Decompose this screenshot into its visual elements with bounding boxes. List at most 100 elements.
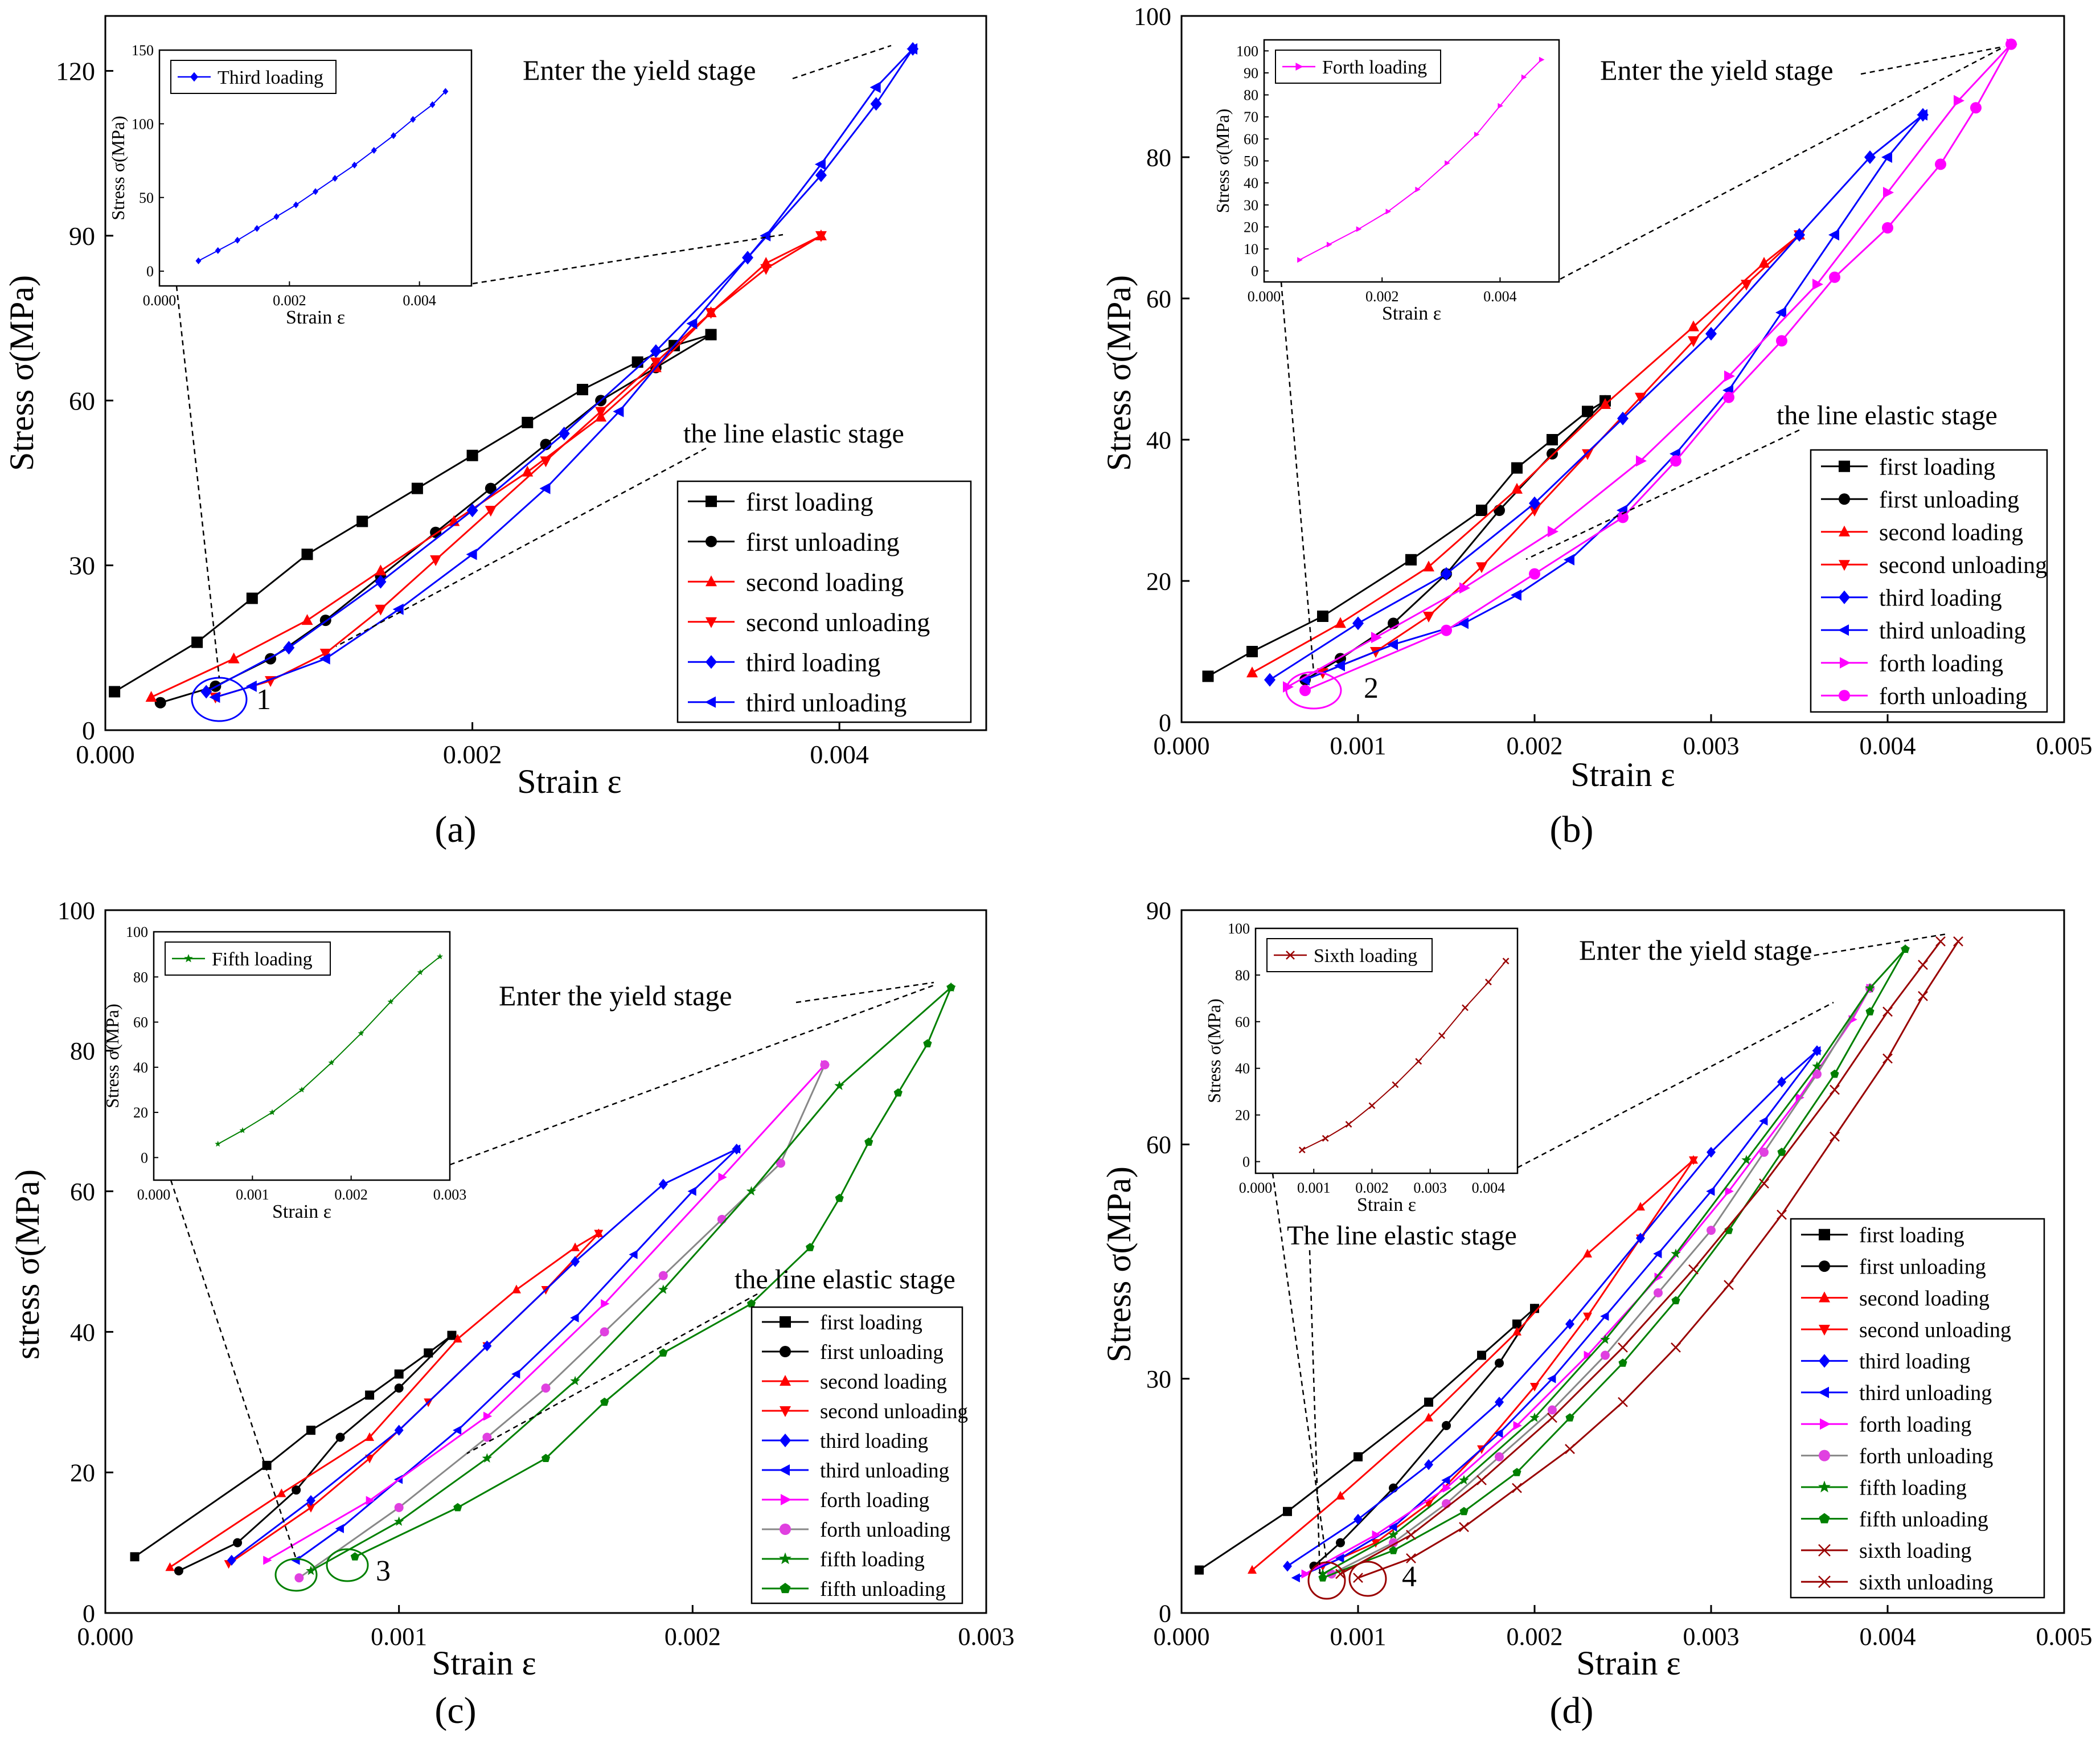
y-tick-label: 40 <box>1146 426 1171 454</box>
data-point <box>1759 1178 1769 1189</box>
legend-label: sixth unloading <box>1859 1571 1993 1595</box>
data-point <box>394 1502 404 1512</box>
data-point <box>1352 616 1364 631</box>
data-point <box>1759 1116 1768 1126</box>
data-point <box>1599 398 1611 409</box>
data-point <box>393 1516 404 1526</box>
data-point <box>1547 1413 1557 1423</box>
data-point <box>1812 1061 1822 1071</box>
leader-line <box>1560 46 2005 280</box>
x-axis-label: Strain ε <box>432 1644 536 1682</box>
data-point <box>227 1554 236 1566</box>
data-point <box>1511 482 1523 494</box>
data-point <box>301 548 313 560</box>
x-tick-label: 0.004 <box>1860 732 1916 760</box>
data-point <box>815 231 827 242</box>
series-forth-loading <box>1283 38 2017 693</box>
legend-marker <box>1839 460 1850 472</box>
x-tick-label: 0.002 <box>443 740 502 769</box>
x-tick-label: 0.000 <box>77 1623 134 1651</box>
inset-legend-label: Sixth loading <box>1314 945 1417 967</box>
data-point <box>1723 391 1734 403</box>
legend-marker <box>705 696 716 708</box>
legend-label: third loading <box>1879 585 2002 611</box>
inset-x-axis-label: Strain ε <box>1357 1194 1416 1215</box>
data-point <box>595 407 607 418</box>
leader-line <box>170 1180 297 1559</box>
data-point <box>1759 1148 1769 1157</box>
series-line <box>1252 234 1800 674</box>
leader-line <box>1280 281 1315 673</box>
inset-data-point <box>215 247 221 254</box>
inset-y-tick-label: 70 <box>1244 109 1258 125</box>
legend-label: forth unloading <box>1879 683 2027 710</box>
data-point <box>1881 152 1892 163</box>
data-point <box>1512 1483 1522 1493</box>
data-point <box>1882 1006 1893 1017</box>
inset-y-tick-label: 40 <box>133 1059 148 1076</box>
inset-data-point <box>195 257 202 265</box>
panel-caption: (d) <box>1550 1690 1594 1731</box>
data-point <box>1777 1076 1786 1088</box>
leader-line <box>472 234 784 285</box>
data-point <box>1618 1397 1628 1407</box>
y-tick-label: 60 <box>69 386 95 415</box>
data-point <box>1476 505 1487 516</box>
data-point <box>1264 673 1275 687</box>
legend-label: first unloading <box>820 1341 944 1364</box>
data-point <box>776 1158 786 1168</box>
inset-legend-label: Fifth loading <box>212 949 313 970</box>
data-point <box>262 1460 272 1470</box>
y-tick-label: 90 <box>69 222 95 251</box>
inset-x-tick-label: 0.000 <box>137 1186 171 1203</box>
data-point <box>1353 1573 1363 1583</box>
data-point <box>814 158 826 170</box>
inset-data-point <box>254 225 260 232</box>
data-point <box>375 564 387 576</box>
data-point <box>907 43 918 55</box>
legend-label: second unloading <box>820 1400 968 1423</box>
inset-x-tick-label: 0.004 <box>403 292 436 309</box>
inset-y-tick-label: 80 <box>1235 967 1250 984</box>
leader-line <box>1272 1173 1328 1563</box>
legend-label: first unloading <box>746 527 900 556</box>
series-line <box>215 48 914 698</box>
data-point <box>1725 1186 1734 1196</box>
data-point <box>1530 1382 1539 1392</box>
inset-data-point <box>1392 1081 1399 1088</box>
data-point <box>485 506 497 517</box>
data-point <box>447 1330 457 1340</box>
legend-label: third unloading <box>746 688 907 717</box>
inset-y-tick-label: 100 <box>126 924 148 940</box>
inset-data-point <box>1368 1102 1376 1109</box>
data-point <box>356 515 368 527</box>
data-point <box>1317 611 1328 622</box>
series-line <box>1287 43 2012 688</box>
inset-legend-marker <box>1286 951 1295 960</box>
legend-marker <box>780 1375 791 1386</box>
series-line <box>1322 948 1906 1579</box>
legend-marker <box>1839 690 1850 702</box>
legend-box <box>1810 449 2048 713</box>
panel-a: 0 30 60 90 120 0.000 0.002 0.004 Strain ε Stress … <box>3 15 987 850</box>
inset-x-tick-label: 0.000 <box>1248 288 1281 305</box>
x-tick-label: 0.003 <box>958 1623 1015 1651</box>
inset-y-tick-label: 50 <box>139 190 154 206</box>
data-point <box>294 1573 304 1583</box>
data-point <box>350 1552 359 1561</box>
annotation-yield: Enter the yield stage <box>1600 54 1834 86</box>
legend-label: fifth loading <box>1859 1476 1967 1500</box>
leader-line <box>1804 933 1947 958</box>
data-point <box>600 1327 609 1337</box>
data-point <box>1495 1358 1504 1368</box>
data-point <box>1618 1342 1628 1353</box>
y-tick-label: 100 <box>58 896 95 924</box>
data-point <box>1495 1397 1504 1408</box>
data-point <box>1548 1405 1557 1415</box>
y-tick-label: 40 <box>70 1319 95 1346</box>
inset-data-point <box>1445 160 1450 166</box>
inset-y-tick-label: 80 <box>1244 87 1258 104</box>
panel-a-plot-area <box>104 15 987 731</box>
data-point <box>482 1340 492 1352</box>
data-point <box>1301 1569 1310 1579</box>
